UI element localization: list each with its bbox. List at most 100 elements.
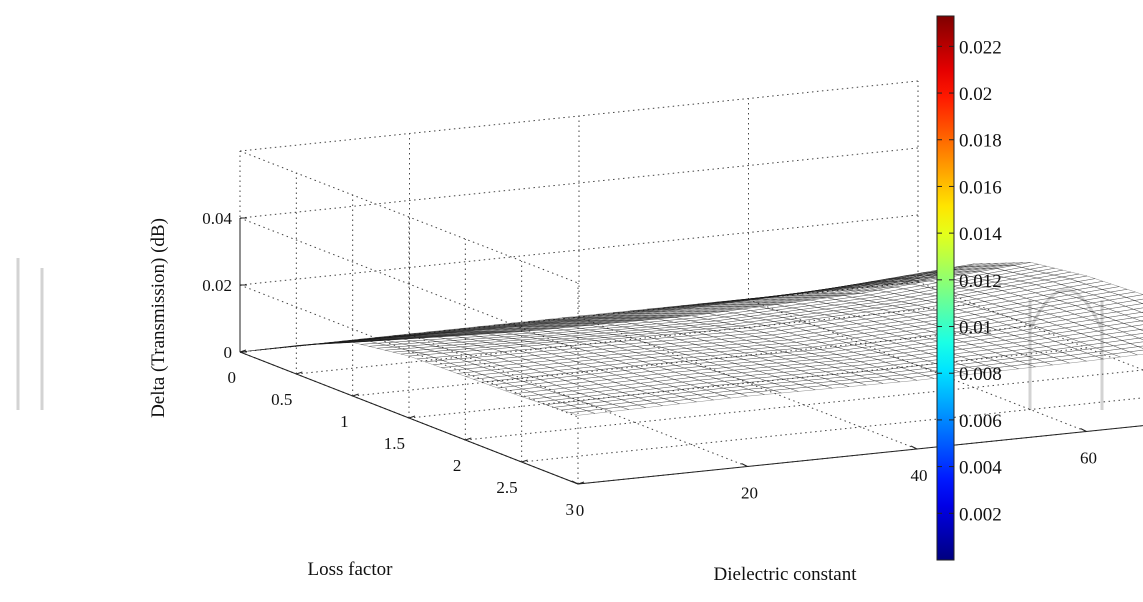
grid-floor-x [577,425,1143,485]
surface-mesh [239,262,1143,416]
y-axis-title: Dielectric constant [714,564,858,585]
y-tick-label: 40 [911,466,928,485]
grid-line-z [239,217,579,351]
surface-cell [1123,312,1143,319]
x-tick-label: 2 [453,456,462,475]
surface-cell [841,382,867,387]
surface-cell [481,380,507,386]
grid-floor-y [748,299,1087,432]
colorbar-tick-label: 0.002 [959,504,1002,525]
colorbar-tick-label: 0.018 [959,131,1002,152]
surface-cell [1125,294,1143,301]
surface-cell [722,393,748,399]
colorbar-gradient [936,15,955,561]
surface-cell [1138,345,1143,349]
surface-cell [1132,307,1143,313]
surface-cell [651,355,677,361]
surface-cell [668,354,694,359]
surface-cell [756,390,782,395]
y-tick-label: 20 [741,484,758,503]
surface-cell [1133,298,1143,304]
colorbar-tick-label: 0.01 [959,318,992,339]
x-tick-mark [408,415,416,419]
surface-cell [475,362,501,368]
surface-cell [739,391,765,397]
surface-cell [1118,291,1143,298]
surface-cell [586,408,612,414]
z-tick-label: 0.02 [202,276,232,295]
surface-cell [1130,333,1143,339]
surface-cell [425,360,451,365]
axis-grid [239,80,1143,485]
z-axis-title: Delta (Transmission) (dB) [148,218,169,418]
surface-cell [807,385,833,391]
x-tick-label: 0 [228,368,237,387]
surface-cell [441,365,467,371]
z-tick-label: 0.04 [202,209,232,228]
surface-cell [450,354,477,360]
surface-cell [458,364,484,370]
grid-floor-y [917,281,1143,371]
y-tick-mark [1080,428,1087,432]
x-tick-label: 2.5 [496,478,517,497]
surface-cell [475,355,502,361]
y-axis-line [577,425,1143,485]
surface-cell [790,386,816,392]
surface-cell [874,379,901,384]
surface-cell [1132,316,1143,322]
z-tick-label: 0 [224,343,233,362]
x-tick-mark [521,459,528,463]
x-tick-mark [577,481,585,485]
surface-cell [1131,324,1143,330]
colorbar-tick-label: 0.014 [959,224,1002,245]
surface-cell [493,347,519,352]
grid-floor-x [521,397,1143,463]
surface-cell [1078,355,1104,362]
y-tick-mark [910,445,918,450]
surface-cell [858,380,884,386]
x-axis-title: Loss factor [308,559,394,580]
x-tick-mark [239,349,247,353]
x-tick-label: 1.5 [384,434,405,453]
surface-cell [1061,358,1087,364]
x-tick-mark [465,437,472,441]
surface-cell [473,377,499,383]
surface-cell [1121,346,1143,353]
x-tick-label: 3 [566,500,575,519]
surface-cell [1010,363,1036,370]
surface-cell [654,400,680,406]
surface-cell [671,399,697,405]
surface-cell [603,406,629,412]
surface-cell [1124,303,1143,310]
colorbar: 0.002 0.004 0.006 0.008 0.01 0.012 0.014 0.016 0… [936,15,1002,561]
grid-line-z [239,80,919,152]
surface-cell [705,395,731,401]
colorbar-tick-label: 0.02 [959,84,992,105]
surface-cell [465,374,491,380]
surface-cell [408,354,435,360]
grid-line-z [239,150,579,284]
watermark-arc [1028,288,1104,331]
surface-cell [441,358,468,364]
grid-floor-x [465,369,1143,441]
surface-cell [1112,351,1138,358]
x-tick-label: 0.5 [271,390,292,409]
surface-cell [688,397,714,403]
surface-cell [569,410,596,416]
surface-cell [1095,353,1121,360]
surface-cell [1138,337,1143,340]
surface-cell [1122,337,1143,344]
colorbar-tick-label: 0.006 [959,411,1002,432]
watermark [16,258,1104,410]
surface-cell [908,375,935,381]
y-tick-mark [741,463,748,467]
surface-cell [634,357,660,362]
grid-floor-y [578,316,918,450]
surface-cell [891,377,918,383]
surface-cell [1123,320,1143,327]
surface-cell [637,402,663,408]
surface-cell [450,361,476,367]
watermark-block [18,258,42,410]
